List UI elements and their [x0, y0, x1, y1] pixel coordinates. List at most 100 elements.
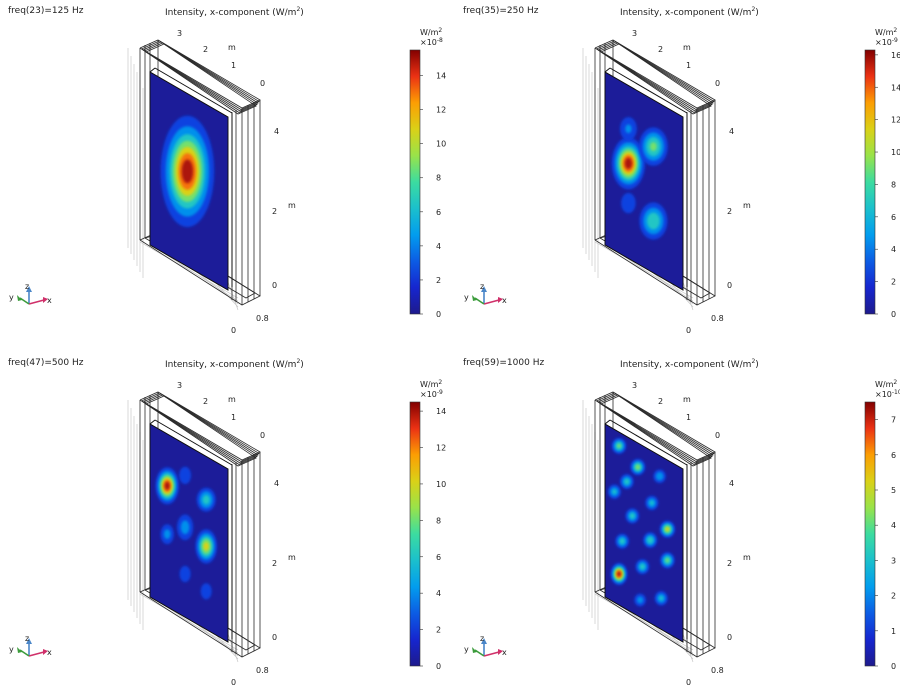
intensity-map [155, 466, 217, 600]
axis-tick-label: 0.8 [711, 314, 724, 323]
intensity-spot [659, 596, 663, 601]
colorbar-scale: ×10-9 [420, 389, 443, 399]
colorbar-unit-sup: 2 [438, 27, 442, 34]
axis-tick-label: m [228, 395, 236, 404]
axis-tick-label: 0 [272, 281, 277, 290]
triad-y-label: y [464, 293, 469, 302]
colorbar-tick-label: 10 [891, 148, 900, 157]
axis-tick-label: 0 [260, 431, 265, 440]
plot-title-sup: 2 [751, 358, 756, 365]
frequency-label: freq(59)=1000 Hz [463, 358, 545, 368]
box-edge [597, 41, 714, 112]
colorbar-tick-label: 12 [436, 444, 446, 453]
plate-outline [149, 423, 229, 643]
intensity-spot [625, 124, 632, 134]
colorbar [409, 49, 421, 315]
axis-tick-label: m [743, 553, 751, 562]
axis-tick-label: m [288, 201, 296, 210]
box-edge [144, 42, 258, 113]
intensity-spot [179, 565, 191, 583]
colorbar-unit: W/m2 [875, 27, 897, 37]
axis-tick-label: 4 [274, 127, 279, 136]
axis-tick-label: m [683, 395, 691, 404]
axis-triad: z x y [464, 282, 507, 305]
intensity-spot [619, 538, 625, 545]
colorbar-scale-exp: -8 [437, 37, 443, 44]
intensity-map [160, 115, 215, 228]
plate-edge [149, 67, 156, 73]
colorbar-scale: ×10-10 [875, 389, 900, 399]
plot-title-end: ) [755, 8, 759, 18]
plate-edge [604, 419, 611, 425]
intensity-spot [621, 192, 636, 214]
triad-y-arrow [17, 647, 22, 653]
colorbar-scale: ×10-9 [875, 37, 898, 47]
colorbar-tick-label: 8 [436, 516, 441, 525]
colorbar-tick-label: 5 [891, 486, 896, 495]
axis-tick-label: m [228, 43, 236, 52]
colorbar-tick-label: 2 [891, 592, 896, 601]
colorbar-tick-label: 10 [436, 140, 446, 149]
colorbar-tick-label: 1 [891, 627, 896, 636]
axis-tick-label: 0 [727, 281, 732, 290]
axis-tick-label: 2 [727, 559, 732, 568]
axis-tick-label: 0 [686, 326, 691, 335]
wireframe-box [139, 39, 261, 306]
intensity-spot [635, 464, 641, 470]
axis-tick-label: 2 [272, 559, 277, 568]
intensity-map [611, 117, 668, 240]
triad-y-label: y [464, 645, 469, 654]
plot-panel: freq(47)=500 Hz Intensity, x-component (… [0, 352, 450, 697]
axis-triad: z x y [464, 634, 507, 657]
intensity-spot [612, 489, 617, 494]
axis-tick-label: 0.8 [256, 666, 269, 675]
axis-tick-label: m [288, 553, 296, 562]
plot-title-sup: 2 [296, 358, 301, 365]
frequency-label: freq(47)=500 Hz [8, 358, 84, 368]
plot-title: Intensity, x-component (W/m2) [620, 358, 759, 370]
axis-tick-label: 1 [231, 61, 236, 70]
triad-z-label: z [480, 282, 484, 291]
box-edge [144, 394, 258, 465]
intensity-spot [647, 536, 654, 544]
plot-panel: freq(35)=250 Hz Intensity, x-component (… [455, 0, 900, 345]
axis-tick-label: 0 [715, 431, 720, 440]
colorbar-tick-label: 14 [436, 407, 446, 416]
intensity-spot [179, 466, 192, 485]
axis-tick-label: m [743, 201, 751, 210]
triad-x-arrow [498, 649, 503, 655]
colorbar-tick-label: 2 [436, 276, 441, 285]
colorbar-tick-label: 8 [436, 174, 441, 183]
plot-title-end: ) [300, 360, 304, 370]
colorbar-tick-label: 8 [891, 180, 896, 189]
axis-tick-label: 0 [715, 79, 720, 88]
axis-tick-label: 2 [272, 207, 277, 216]
intensity-spot [180, 520, 190, 535]
plot-title: Intensity, x-component (W/m2) [165, 358, 304, 370]
triad-z-label: z [480, 634, 484, 643]
box-edge [142, 393, 259, 464]
plot-title: Intensity, x-component (W/m2) [165, 6, 304, 18]
colorbar-tick-label: 4 [891, 521, 896, 530]
frequency-label: freq(35)=250 Hz [463, 6, 539, 16]
colorbar-tick-label: 14 [436, 72, 446, 81]
triad-z-arrow [26, 286, 32, 292]
plot-title-base: Intensity, x-component (W/m [165, 360, 297, 370]
triad-y-arrow [472, 295, 477, 301]
triad-x-arrow [43, 297, 48, 303]
axis-tick-label: 1 [231, 413, 236, 422]
axis-tick-label: 2 [658, 45, 663, 54]
colorbar-tick-label: 2 [436, 626, 441, 635]
colorbar-tick-label: 16 [891, 51, 900, 60]
intensity-spot [637, 596, 644, 604]
box-edge [599, 42, 713, 113]
plot-canvas: 3 2 m 1 0 4 m 2 0 0 0.8 z x y 0 1 2 3 4 5 6 7 W/m2×10-10 [464, 379, 900, 687]
colorbar-tick-label: 12 [891, 116, 900, 125]
axis-tick-label: 3 [177, 381, 182, 390]
axis-tick-label: 3 [177, 29, 182, 38]
plot-title: Intensity, x-component (W/m2) [620, 6, 759, 18]
axis-tick-label: 0 [727, 633, 732, 642]
colorbar-scale-exp: -9 [437, 389, 443, 396]
colorbar-tick-label: 6 [891, 213, 896, 222]
colorbar [409, 401, 421, 667]
